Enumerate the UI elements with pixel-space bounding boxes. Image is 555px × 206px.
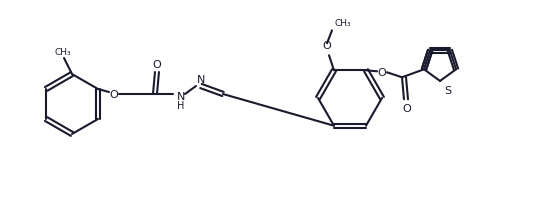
Text: O: O <box>153 60 162 70</box>
Text: CH₃: CH₃ <box>334 19 351 28</box>
Text: N: N <box>197 75 205 85</box>
Text: O: O <box>322 41 331 51</box>
Text: O: O <box>109 90 118 99</box>
Text: N: N <box>177 91 185 102</box>
Text: H: H <box>177 101 184 110</box>
Text: CH₃: CH₃ <box>55 48 71 57</box>
Text: O: O <box>377 68 386 78</box>
Text: S: S <box>444 85 451 95</box>
Text: O: O <box>402 104 411 114</box>
